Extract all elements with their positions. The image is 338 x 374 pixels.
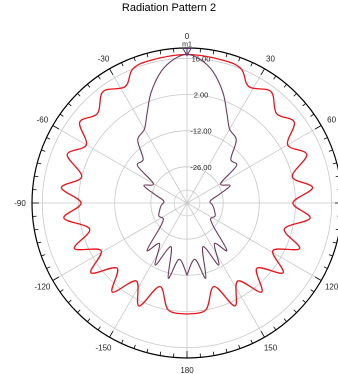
chart-title: Radiation Pattern 2 bbox=[121, 2, 217, 14]
angle-tick-mark bbox=[77, 93, 81, 97]
angle-tick-mark bbox=[109, 330, 114, 338]
angle-tick-mark bbox=[68, 299, 72, 303]
angle-tick-mark bbox=[225, 53, 228, 58]
angle-tick-mark bbox=[41, 254, 46, 257]
angle-tick-mark bbox=[323, 266, 328, 269]
angle-tick-mark bbox=[159, 351, 162, 356]
radial-tick-label: -26.00 bbox=[190, 163, 211, 172]
angle-tick-mark bbox=[260, 68, 265, 76]
angle-tick-mark bbox=[52, 276, 60, 281]
grid-spoke bbox=[109, 202, 188, 338]
angle-tick-mark bbox=[87, 84, 91, 88]
angle-tick-mark bbox=[37, 162, 42, 165]
grid-spoke bbox=[186, 202, 265, 338]
grid-spoke bbox=[52, 202, 188, 281]
angle-tick-mark bbox=[97, 75, 101, 80]
grid-spoke bbox=[186, 68, 265, 204]
angle-tick-mark bbox=[323, 137, 328, 140]
angle-tick-mark bbox=[77, 309, 81, 313]
angle-tick-mark bbox=[146, 53, 149, 58]
angle-tick-mark bbox=[328, 254, 333, 257]
angle-tick-label: 180 bbox=[180, 366, 194, 374]
angle-tick-mark bbox=[310, 113, 315, 117]
angle-tick-mark bbox=[273, 326, 277, 331]
grid-spoke bbox=[186, 202, 322, 281]
angle-tick-mark bbox=[121, 339, 124, 344]
angle-tick-mark bbox=[283, 84, 287, 88]
angle-tick-mark bbox=[260, 330, 265, 338]
angle-tick-mark bbox=[250, 62, 253, 67]
angle-tick-mark bbox=[332, 162, 337, 165]
angle-tick-mark bbox=[133, 57, 136, 62]
angle-tick-mark bbox=[159, 50, 162, 55]
angle-tick-mark bbox=[238, 344, 241, 349]
angle-tick-label: -90 bbox=[14, 199, 26, 208]
marker-triangle bbox=[182, 47, 192, 57]
angle-tick-mark bbox=[314, 276, 322, 281]
angle-tick-mark bbox=[250, 339, 253, 344]
grid-spoke bbox=[109, 68, 188, 204]
angle-tick-mark bbox=[293, 93, 297, 97]
angle-tick-mark bbox=[328, 149, 333, 152]
angle-tick-mark bbox=[37, 241, 42, 244]
angle-tick-label: 30 bbox=[266, 54, 275, 63]
angle-tick-label: -30 bbox=[98, 54, 110, 63]
angle-tick-label: 0 bbox=[185, 32, 190, 41]
grid-spoke bbox=[186, 125, 322, 204]
grid-spoke bbox=[52, 125, 188, 204]
angle-tick-mark bbox=[59, 289, 64, 293]
angle-tick-mark bbox=[146, 348, 149, 353]
angle-tick-label: -120 bbox=[34, 283, 51, 292]
angle-tick-mark bbox=[59, 113, 64, 117]
angle-tick-mark bbox=[283, 318, 287, 322]
angle-tick-mark bbox=[87, 318, 91, 322]
angle-tick-label: 150 bbox=[264, 344, 278, 353]
angle-tick-mark bbox=[212, 50, 215, 55]
angle-tick-mark bbox=[34, 175, 39, 178]
angle-tick-mark bbox=[109, 68, 114, 76]
angle-tick-mark bbox=[133, 344, 136, 349]
radial-tick-label: 2.00 bbox=[194, 91, 209, 100]
angle-tick-label: 120 bbox=[325, 283, 338, 292]
angle-tick-mark bbox=[310, 289, 315, 293]
angle-tick-mark bbox=[41, 149, 46, 152]
marker-label: m1 bbox=[182, 41, 192, 48]
angle-tick-mark bbox=[302, 103, 306, 107]
angle-tick-mark bbox=[68, 103, 72, 107]
angle-tick-mark bbox=[121, 62, 124, 67]
angle-tick-mark bbox=[212, 351, 215, 356]
angle-tick-mark bbox=[46, 137, 51, 140]
angle-tick-mark bbox=[302, 299, 306, 303]
angle-tick-mark bbox=[293, 309, 297, 313]
angle-tick-mark bbox=[97, 326, 101, 331]
angle-tick-mark bbox=[314, 125, 322, 130]
angle-tick-label: -60 bbox=[37, 116, 49, 125]
angle-tick-mark bbox=[34, 228, 39, 231]
angle-tick-mark bbox=[225, 348, 228, 353]
angle-tick-label: -150 bbox=[95, 344, 112, 353]
angle-tick-label: 60 bbox=[327, 116, 336, 125]
radial-tick-label: 16.00 bbox=[192, 54, 211, 63]
angle-tick-mark bbox=[46, 266, 51, 269]
angle-tick-mark bbox=[273, 75, 277, 80]
angle-tick-mark bbox=[332, 241, 337, 244]
angle-tick-mark bbox=[238, 57, 241, 62]
radial-tick-label: -12.00 bbox=[190, 127, 211, 136]
angle-tick-mark bbox=[52, 125, 60, 130]
